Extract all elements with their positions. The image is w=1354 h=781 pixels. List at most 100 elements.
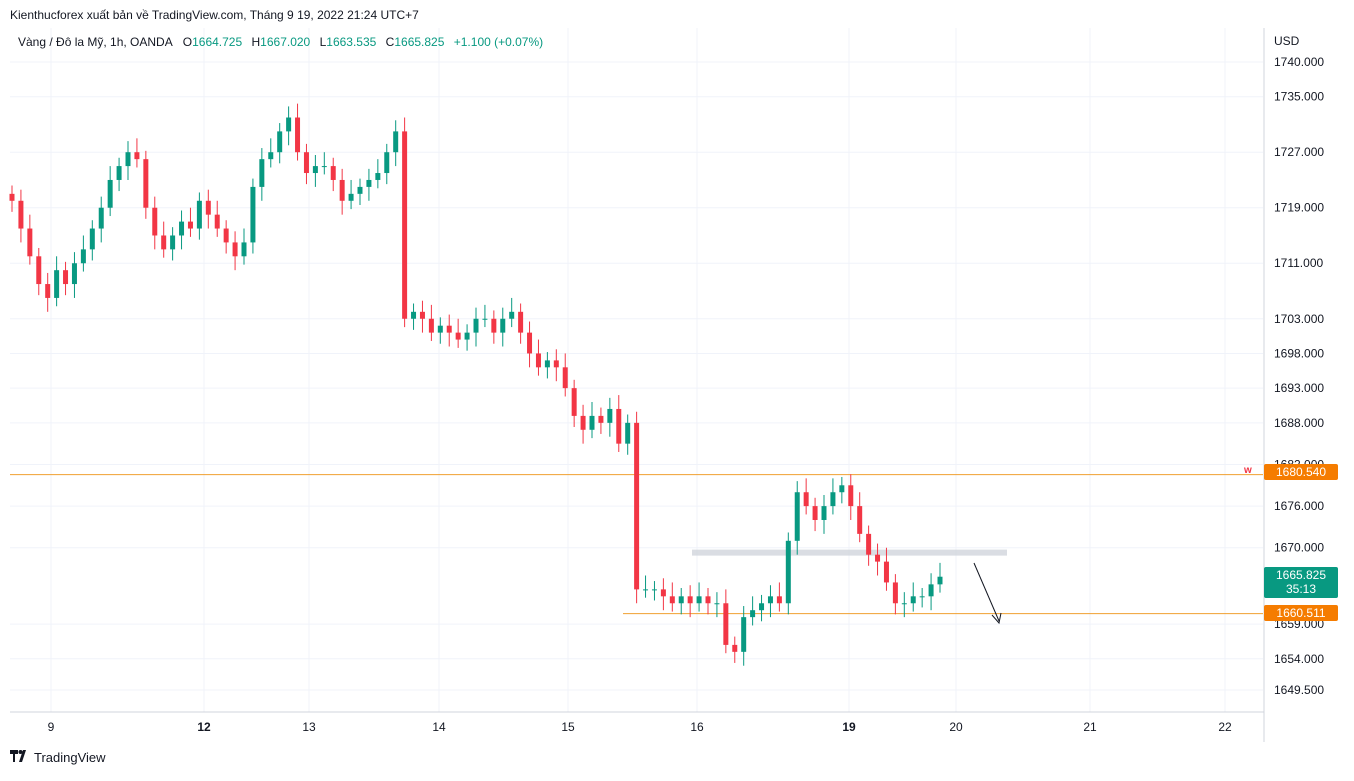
candle-body bbox=[196, 200, 202, 229]
candle bbox=[937, 562, 943, 593]
candle-body bbox=[616, 408, 622, 444]
ohlc-legend: Vàng / Đô la Mỹ, 1h, OANDA O1664.725 H16… bbox=[18, 35, 549, 49]
candle bbox=[660, 578, 666, 611]
candle-body bbox=[535, 353, 541, 368]
candle bbox=[375, 159, 381, 189]
candle-body bbox=[527, 332, 533, 354]
price-tick-label: 1670.000 bbox=[1274, 541, 1324, 555]
candle bbox=[152, 196, 158, 250]
candle-body bbox=[54, 270, 60, 298]
candle-body bbox=[473, 318, 479, 333]
time-axis[interactable]: 9 12 13 14 15 16 19 20 21 22 bbox=[10, 711, 1264, 734]
grid-lines bbox=[10, 28, 1263, 712]
tradingview-logo-icon bbox=[10, 750, 30, 765]
candle bbox=[54, 256, 60, 307]
candle-body bbox=[134, 152, 140, 160]
candle bbox=[750, 596, 756, 626]
symbol-label: Vàng / Đô la Mỹ, 1h, OANDA bbox=[18, 35, 173, 49]
candle-body bbox=[286, 117, 292, 132]
candle bbox=[277, 123, 283, 164]
candle bbox=[205, 189, 211, 229]
current-price-tag: 1665.825 35:13 bbox=[1264, 567, 1338, 598]
candle-body bbox=[803, 492, 809, 507]
candle bbox=[892, 574, 898, 615]
candle bbox=[535, 339, 541, 376]
time-tick-label: 13 bbox=[302, 720, 316, 734]
candle-body bbox=[669, 596, 675, 604]
candle-body bbox=[518, 311, 524, 333]
candle bbox=[544, 352, 550, 379]
candle-body bbox=[883, 561, 889, 583]
candle-body bbox=[428, 318, 434, 333]
candle-body bbox=[71, 263, 77, 285]
candle-body bbox=[759, 603, 765, 611]
candle-body bbox=[411, 311, 417, 319]
candle bbox=[571, 379, 577, 428]
candle bbox=[411, 303, 417, 330]
candle bbox=[232, 231, 238, 271]
candle-body bbox=[437, 325, 443, 333]
tradingview-brand[interactable]: TradingView bbox=[10, 750, 106, 765]
price-tick-label: 1719.000 bbox=[1274, 201, 1324, 215]
candle bbox=[901, 592, 907, 618]
candle-body bbox=[27, 228, 33, 257]
candle-body bbox=[277, 131, 283, 153]
candle bbox=[794, 481, 800, 555]
candle bbox=[27, 214, 33, 265]
candle bbox=[250, 178, 256, 254]
candle bbox=[500, 307, 506, 347]
candle bbox=[812, 497, 818, 532]
price-tick-label: 1711.000 bbox=[1274, 256, 1323, 270]
candle-body bbox=[330, 166, 336, 180]
candle-body bbox=[660, 589, 666, 597]
candle bbox=[330, 157, 336, 192]
trend-arrow[interactable] bbox=[973, 562, 1002, 625]
candle bbox=[866, 525, 872, 566]
candle-body bbox=[170, 235, 176, 250]
candle bbox=[179, 210, 185, 250]
candle bbox=[830, 478, 836, 515]
candle-body bbox=[500, 318, 506, 333]
candle-body bbox=[678, 596, 684, 604]
candle bbox=[580, 404, 586, 444]
candle-body bbox=[375, 173, 381, 180]
time-tick-label: 19 bbox=[842, 720, 856, 734]
price-tick-label: 1740.000 bbox=[1274, 55, 1324, 69]
candle bbox=[669, 582, 675, 612]
candle bbox=[286, 106, 292, 146]
price-axis[interactable]: 1740.000 1735.000 1727.000 1719.000 1711.000… bbox=[1263, 28, 1324, 742]
candle-body bbox=[723, 603, 729, 645]
candle-body bbox=[107, 179, 113, 208]
high-label: H bbox=[251, 35, 261, 49]
zone-rect bbox=[692, 549, 1007, 556]
candle-body bbox=[580, 415, 586, 430]
candle-countdown: 35:13 bbox=[1285, 582, 1317, 596]
candle-body bbox=[63, 270, 69, 285]
candle bbox=[45, 272, 51, 312]
time-tick-label: 9 bbox=[48, 720, 55, 734]
candle bbox=[393, 120, 399, 167]
candle bbox=[518, 303, 524, 344]
candle bbox=[268, 138, 274, 168]
candle-body bbox=[357, 186, 363, 194]
candle bbox=[883, 547, 889, 591]
candle bbox=[437, 317, 443, 344]
time-tick-label: 12 bbox=[197, 720, 211, 734]
candle bbox=[18, 189, 24, 243]
candle-body bbox=[857, 506, 863, 534]
candle-body bbox=[643, 589, 649, 591]
candle bbox=[643, 575, 649, 598]
resistance-zone[interactable] bbox=[692, 549, 1007, 556]
currency-label: USD bbox=[1274, 34, 1300, 48]
candle bbox=[678, 587, 684, 615]
candle bbox=[419, 300, 425, 333]
low-label: L bbox=[319, 35, 327, 49]
candle-body bbox=[687, 596, 693, 604]
candle bbox=[625, 414, 631, 455]
candle-body bbox=[562, 367, 568, 389]
brand-label: TradingView bbox=[34, 750, 106, 765]
candle-body bbox=[161, 235, 167, 250]
alert-marker-icon[interactable]: w bbox=[1244, 465, 1252, 476]
